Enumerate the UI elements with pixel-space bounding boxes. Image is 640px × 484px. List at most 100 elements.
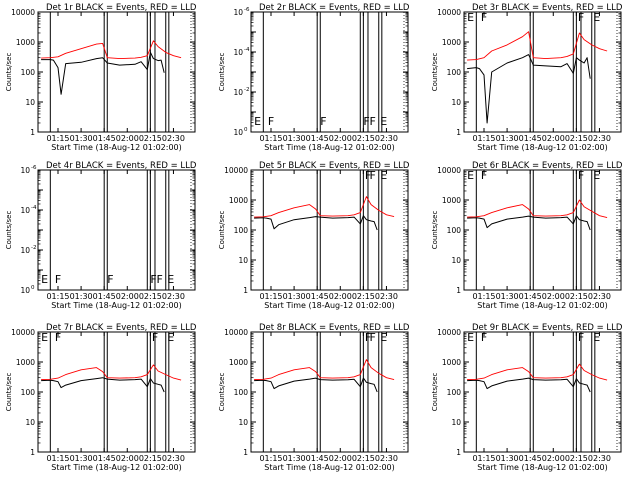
x-tick-label: 01:30 [70,292,93,301]
y-tick-label: 10 [233,128,243,137]
y-tick-label: 10 [25,98,35,107]
y-tick-exponent: -4 [31,205,37,211]
event-flag-marker: E [467,11,474,24]
event-flag-marker: E [41,273,48,286]
y-tick-label: 1000 [229,358,248,367]
x-tick-label: 02:15 [139,292,162,301]
x-tick-label: 02:00 [329,134,352,143]
event-flag-marker: F [152,331,158,344]
detector-panel-9: Det 9r BLACK = Events, RED = LLD 01:15 01:… [431,323,623,472]
x-tick-label: 01:15 [46,134,69,143]
event-flag-marker: E [167,331,174,344]
lld-series-line [41,364,182,381]
x-tick-label: 02:00 [116,134,139,143]
x-axis-label: Start Time (18-Aug-12 01:02:00) [264,143,395,152]
x-tick-label: 01:45 [306,292,329,301]
y-tick-label: 10 [20,286,30,295]
event-flag-marker: E [380,115,387,128]
x-axis-label: Start Time (18-Aug-12 01:02:00) [51,143,182,152]
event-flag-marker: E [380,169,387,182]
y-tick-label: 100 [447,68,462,77]
x-tick-label: 02:00 [329,454,352,463]
y-tick-exponent: -2 [31,245,36,251]
y-tick-label: 10 [233,48,243,57]
x-tick-label: 02:00 [329,292,352,301]
panel-title: Det 1r BLACK = Events, RED = LLD [46,3,197,13]
x-tick-label: 01:30 [70,454,93,463]
y-axis-label: Counts/sec [5,373,13,412]
panel-title: Det 9r BLACK = Events, RED = LLD [472,323,623,333]
events-series-line [254,215,378,231]
x-tick-label: 02:15 [352,292,375,301]
lld-series-line [254,359,395,381]
x-tick-label: 01:45 [519,292,542,301]
x-tick-label: 01:15 [472,454,495,463]
y-tick-label: 10 [20,246,30,255]
event-flag-marker: F [107,273,113,286]
x-tick-label: 01:15 [259,292,282,301]
event-flag-marker: F [150,273,156,286]
plot-frame [250,11,409,133]
y-tick-exponent: -6 [244,7,250,13]
y-axis-label: Counts/sec [5,53,13,92]
events-series-line [467,215,591,231]
x-tick-label: 01:45 [519,134,542,143]
y-tick-exponent: 0 [31,285,35,291]
event-flag-marker: E [254,115,261,128]
event-flag-marker: F [157,273,163,286]
y-tick-label: 10 [238,256,248,265]
panel-title: Det 4r BLACK = Events, RED = LLD [46,161,197,171]
y-tick-label: 10 [25,418,35,427]
event-flag-marker: E [593,331,600,344]
event-flag-marker: F [55,331,61,344]
x-tick-label: 01:15 [472,292,495,301]
y-tick-label: 1000 [442,196,461,205]
plot-frame [37,169,196,291]
x-tick-label: 01:45 [93,454,116,463]
x-tick-label: 01:45 [306,134,329,143]
y-tick-label: 1000 [442,358,461,367]
y-tick-label: 10000 [437,328,461,337]
x-tick-label: 01:30 [283,454,306,463]
y-axis-label: Counts/sec [218,211,226,250]
x-tick-label: 02:30 [588,454,611,463]
event-flag-marker: F [370,331,376,344]
event-flag-marker: E [41,331,48,344]
detector-panel-1: Det 1r BLACK = Events, RED = LLD 01:15 01:… [5,3,197,152]
x-tick-label: 01:15 [46,292,69,301]
y-tick-label: 10000 [11,328,35,337]
y-tick-label: 10 [451,418,461,427]
y-tick-label: 100 [234,388,249,397]
x-tick-label: 01:30 [496,454,519,463]
y-tick-label: 10 [20,206,30,215]
event-flag-marker: E [467,169,474,182]
x-tick-label: 02:30 [375,454,398,463]
y-tick-label: 10 [451,98,461,107]
y-tick-exponent: -2 [244,87,249,93]
x-tick-label: 01:45 [93,134,116,143]
lld-series-line [41,40,182,60]
event-flag-marker: F [578,169,584,182]
x-tick-label: 01:45 [306,454,329,463]
event-flag-marker: F [481,331,487,344]
x-tick-label: 02:00 [116,292,139,301]
y-tick-exponent: 0 [244,127,248,133]
y-tick-label: 100 [234,226,249,235]
x-tick-label: 01:15 [472,134,495,143]
event-flag-marker: F [578,331,584,344]
x-tick-label: 01:30 [283,134,306,143]
x-axis-label: Start Time (18-Aug-12 01:02:00) [51,301,182,310]
events-series-line [41,51,165,95]
y-axis-label: Counts/sec [218,53,226,92]
x-tick-label: 02:00 [116,454,139,463]
lld-series-line [254,196,395,218]
y-tick-label: 10000 [437,166,461,175]
events-series-line [41,377,165,393]
x-tick-label: 02:30 [375,134,398,143]
x-tick-label: 01:45 [93,292,116,301]
y-tick-label: 100 [447,388,462,397]
